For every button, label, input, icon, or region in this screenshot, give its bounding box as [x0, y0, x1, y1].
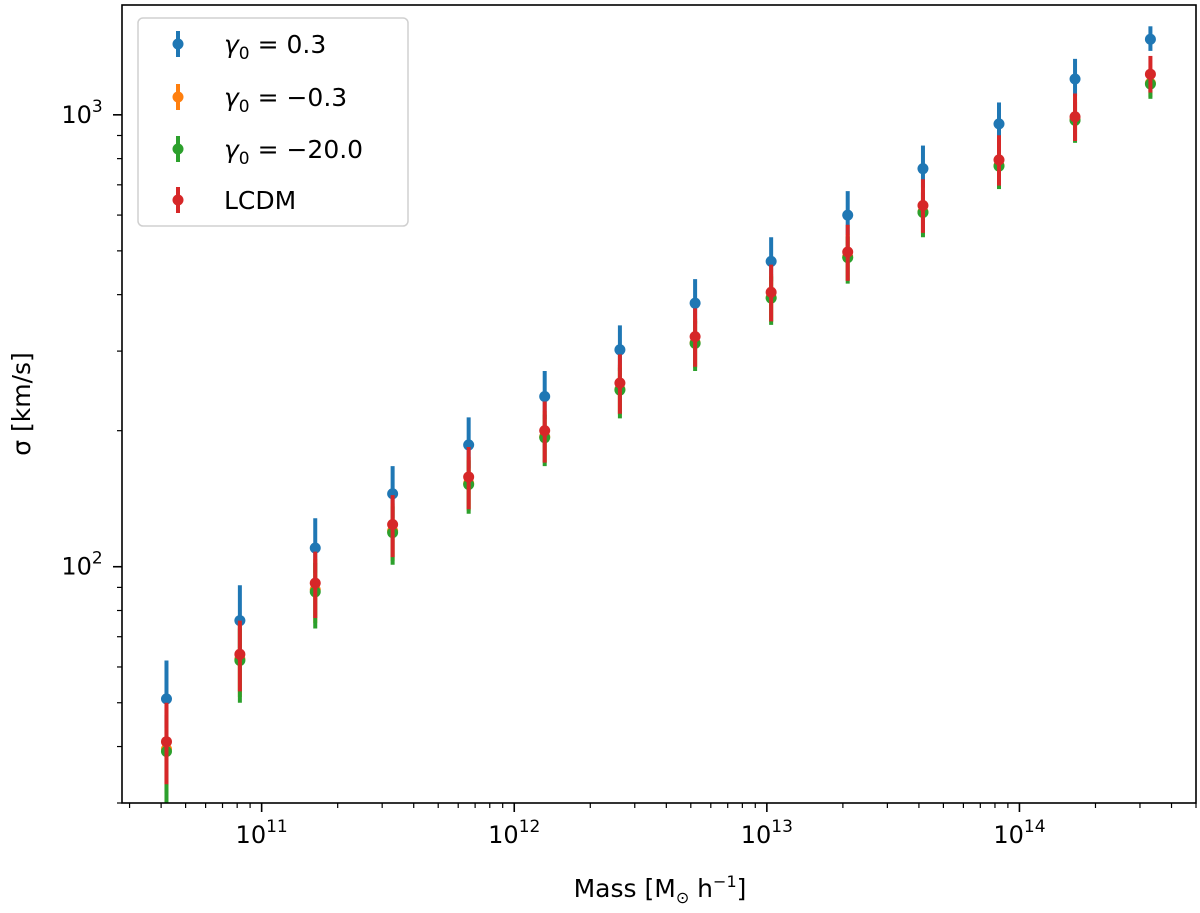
data-point [993, 118, 1005, 130]
series-3 [160, 55, 1156, 785]
x-axis-label: Mass [M⊙ h−1] [574, 872, 747, 907]
data-point [614, 377, 626, 389]
y-minor-ticks [117, 134, 122, 804]
data-point [539, 391, 551, 403]
legend-item: LCDM [172, 186, 296, 215]
data-point [160, 736, 172, 748]
legend-item: γ0 = −0.3 [172, 83, 347, 117]
data-point [1069, 111, 1081, 123]
data-point [309, 542, 321, 554]
data-point [234, 648, 246, 660]
x-axis-ticks: 1011 1012 1013 1014 [236, 803, 1046, 849]
data-point [765, 286, 777, 298]
series-0 [160, 26, 1156, 728]
legend: γ0 = 0.3 γ0 = −0.3 γ0 = −20.0 LCDM [137, 17, 409, 227]
data-point [765, 255, 777, 267]
data-point [160, 693, 172, 705]
x-tick-label: 1011 [236, 817, 288, 849]
legend-label: γ0 = −0.3 [224, 83, 347, 117]
y-axis-label: σ [km/s] [7, 352, 36, 456]
data-point [387, 519, 399, 531]
legend-item: γ0 = 0.3 [172, 30, 326, 64]
legend-item: γ0 = −20.0 [172, 135, 363, 169]
data-point [917, 163, 929, 175]
data-point [1144, 33, 1156, 45]
legend-marker [172, 194, 184, 206]
legend-label: γ0 = −20.0 [224, 135, 363, 169]
data-point [917, 200, 929, 212]
x-tick-label: 1013 [741, 817, 793, 849]
y-tick-label: 103 [61, 97, 102, 129]
x-tick-label: 1012 [488, 817, 540, 849]
legend-label: γ0 = 0.3 [224, 30, 326, 64]
data-point [614, 344, 626, 356]
data-point [689, 297, 701, 309]
legend-marker [172, 38, 184, 50]
legend-marker [172, 91, 184, 103]
legend-marker [172, 143, 184, 155]
data-point [993, 154, 1005, 166]
y-axis-ticks: 102 103 [61, 97, 122, 581]
data-point [1069, 73, 1081, 85]
data-point [1144, 68, 1156, 80]
legend-label: LCDM [224, 186, 296, 215]
x-tick-label: 1014 [993, 817, 1045, 849]
plot-frame [121, 4, 1197, 804]
series-layer [160, 26, 1156, 803]
data-point [539, 425, 551, 437]
data-point [689, 331, 701, 343]
x-minor-ticks [128, 803, 1197, 808]
y-tick-label: 102 [61, 549, 102, 581]
data-point [463, 439, 475, 451]
data-point [842, 246, 854, 258]
data-point [309, 577, 321, 589]
data-point [463, 471, 475, 483]
legend-box [137, 17, 409, 227]
data-point [387, 488, 399, 500]
data-point [842, 209, 854, 221]
